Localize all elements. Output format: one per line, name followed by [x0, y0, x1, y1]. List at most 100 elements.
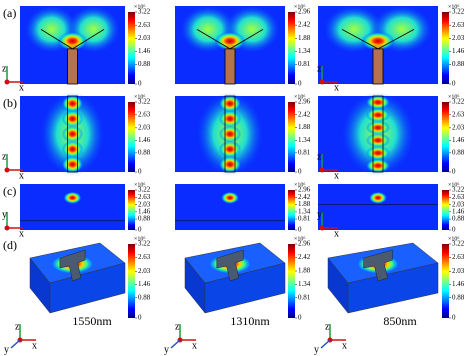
field-background [20, 184, 125, 230]
wavelength-label: 850nm [383, 314, 417, 328]
colorbar-tick-label: 2.96 [298, 98, 311, 106]
colorbar [128, 12, 135, 84]
colorbar-tick-label: 3.22 [452, 240, 465, 248]
antenna [59, 249, 86, 282]
colorbar [442, 102, 449, 172]
waveguide-outline [372, 48, 384, 85]
field-hot [57, 31, 88, 51]
colorbar-tick-label: 0 [138, 226, 142, 234]
colorbar [442, 12, 449, 84]
colorbar-tick-label: 1.46 [138, 136, 151, 144]
antenna [216, 249, 244, 282]
colorbar-tick-label: 1.46 [452, 207, 465, 215]
colorbar-tick-label: 0.81 [298, 60, 311, 68]
colorbar-tick-label: 2.63 [452, 193, 465, 201]
field-hot [366, 146, 390, 160]
colorbar-tick-label: 1.46 [452, 47, 465, 55]
colorbar-tick-label: 0 [452, 314, 456, 322]
colorbar-tick-label: 1.46 [138, 280, 151, 288]
axis-label: y [4, 344, 9, 355]
colorbar-multiplier: ×10⁶ [134, 4, 145, 10]
colorbar-tick-label: 2.63 [138, 253, 151, 261]
colorbar-tick-label: 1.46 [452, 280, 465, 288]
row-label: (a) [3, 6, 16, 20]
colorbar-tick-label: 1.88 [298, 200, 311, 208]
axis-label: z [317, 151, 322, 162]
axis-label: x [19, 82, 24, 93]
colorbar-multiplier: ×10⁶ [294, 236, 305, 242]
colorbar-tick-label: 2.63 [452, 21, 465, 29]
colorbar-tick-label: 1.46 [138, 47, 151, 55]
colorbar-tick-label: 3.22 [452, 186, 465, 194]
axis-label: y [317, 209, 322, 220]
axis-label: x [334, 170, 339, 181]
axis-label: z [2, 151, 7, 162]
colorbar-tick-label: 2.63 [138, 110, 151, 118]
field-hot [62, 156, 83, 173]
colorbar-tick-label: 1.34 [298, 136, 311, 144]
field-hot [219, 125, 241, 143]
row-label: (d) [3, 238, 17, 252]
colorbar [288, 190, 295, 230]
colorbar-multiplier: ×10⁶ [448, 4, 459, 10]
field-background [318, 184, 438, 230]
axis-arrow [170, 339, 181, 349]
colorbar-tick-label: 2.03 [452, 200, 465, 208]
colorbar-tick-label: 3.22 [138, 98, 151, 106]
field-hot [219, 95, 241, 112]
waveguide-outline [67, 95, 78, 173]
waveguide-outline [224, 95, 236, 173]
box-side [49, 262, 126, 314]
wavelength-label: 1310nm [230, 314, 270, 328]
axis-label: x [334, 82, 339, 93]
colorbar-tick-label: 1.46 [452, 136, 465, 144]
colorbar-tick-label: 2.03 [138, 123, 151, 131]
colorbar [442, 244, 449, 318]
colorbar-tick-label: 0.81 [298, 148, 311, 156]
colorbar [128, 102, 135, 172]
waveguide-outline [67, 48, 78, 85]
colorbar-tick-label: 1.88 [298, 267, 311, 275]
row-label: (c) [3, 184, 16, 198]
colorbar [288, 244, 295, 318]
field-hot [221, 191, 239, 204]
colorbar-tick-label: 2.03 [452, 267, 465, 275]
field-map [20, 92, 125, 176]
axis-label: z [317, 63, 322, 74]
field-map [318, 184, 438, 230]
colorbar-tick-label: 0 [138, 168, 142, 176]
field-map [318, 6, 438, 85]
colorbar [128, 190, 135, 230]
colorbar-tick-label: 2.96 [298, 186, 311, 194]
colorbar-tick-label: 0 [138, 80, 142, 88]
colorbar-multiplier: ×10⁶ [448, 94, 459, 100]
field-hot [366, 108, 390, 122]
stem [225, 45, 235, 84]
field-hot [62, 125, 83, 143]
waveguide-outline [224, 48, 236, 85]
colorbar-multiplier: ×10⁶ [448, 236, 459, 242]
wavelength-label: 1550nm [72, 314, 112, 328]
colorbar-tick-label: 0.88 [138, 148, 151, 156]
colorbar-tick-label: 0.88 [138, 293, 151, 301]
field-map [29, 242, 126, 314]
field-map [184, 242, 286, 314]
colorbar-tick-label: 0 [298, 314, 302, 322]
colorbar-tick-label: 0.88 [138, 215, 151, 223]
colorbar-tick-label: 0.88 [452, 60, 465, 68]
colorbar-tick-label: 3.22 [138, 186, 151, 194]
colorbar-tick-label: 2.03 [452, 123, 465, 131]
axis-label: x [342, 340, 347, 351]
colorbar-tick-label: 2.96 [298, 8, 311, 16]
colorbar-tick-label: 0.88 [452, 293, 465, 301]
colorbar-multiplier: ×10⁶ [294, 94, 305, 100]
axis-origin [319, 225, 325, 231]
field-hot [366, 95, 390, 110]
colorbar-tick-label: 0 [452, 80, 456, 88]
colorbar-tick-label: 2.42 [298, 253, 311, 261]
colorbar-multiplier: ×10⁶ [134, 236, 145, 242]
axis-label: x [334, 228, 339, 239]
field-hot [369, 191, 387, 204]
box-side [204, 262, 286, 314]
stem [373, 45, 383, 84]
